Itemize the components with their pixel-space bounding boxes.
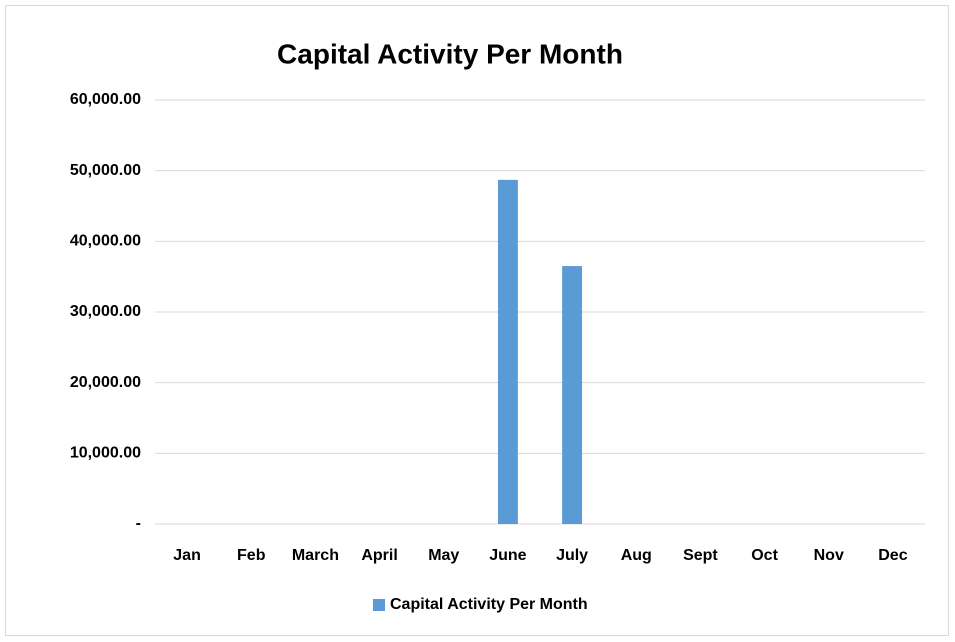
x-tick-label: Dec xyxy=(878,547,907,564)
x-tick-label: May xyxy=(428,547,459,564)
legend-label: Capital Activity Per Month xyxy=(390,596,588,613)
y-tick-label: 40,000.00 xyxy=(70,233,141,250)
x-tick-label: Nov xyxy=(814,547,844,564)
x-tick-label: Feb xyxy=(237,547,266,564)
y-tick-label: 50,000.00 xyxy=(70,162,141,179)
chart-title: Capital Activity Per Month xyxy=(277,38,623,69)
x-tick-label: March xyxy=(292,547,339,564)
x-tick-label: Oct xyxy=(751,547,778,564)
y-tick-label: 30,000.00 xyxy=(70,303,141,320)
bar xyxy=(562,266,583,524)
bar xyxy=(497,179,518,524)
x-tick-label: Jan xyxy=(173,547,201,564)
y-tick-label: 60,000.00 xyxy=(70,91,141,108)
y-tick-label: 20,000.00 xyxy=(70,374,141,391)
y-tick-label: 10,000.00 xyxy=(70,445,141,462)
x-tick-label: July xyxy=(556,547,588,564)
y-tick-label: - xyxy=(136,515,141,532)
x-tick-label: Aug xyxy=(621,547,652,564)
x-tick-label: April xyxy=(361,547,397,564)
chart-border xyxy=(5,5,949,636)
x-tick-label: June xyxy=(489,547,526,564)
legend-swatch xyxy=(373,599,385,611)
x-tick-label: Sept xyxy=(683,547,718,564)
